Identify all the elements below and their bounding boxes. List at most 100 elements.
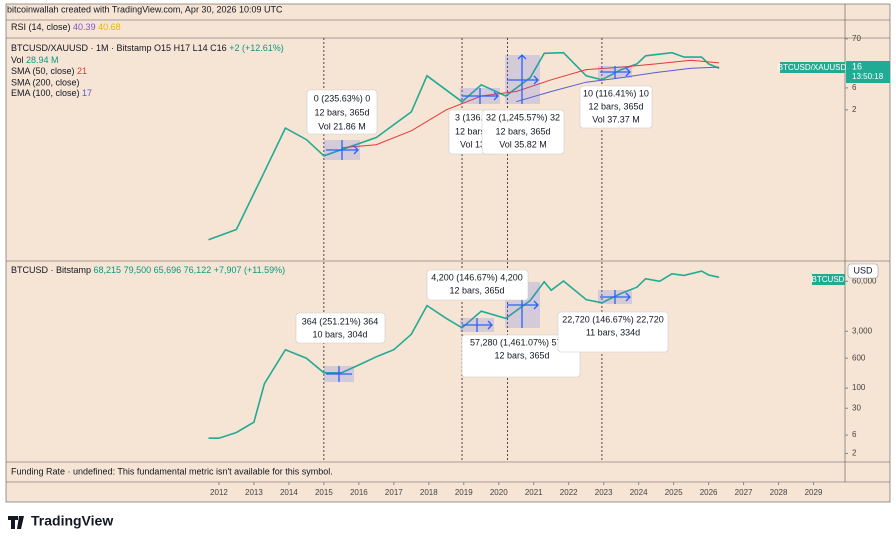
price-badge — [846, 61, 890, 83]
y-tick-label: 3,000 — [852, 326, 873, 335]
currency-button[interactable] — [847, 263, 879, 279]
annotation-text: 10 (116.41%) 10 — [583, 88, 649, 98]
symbol: BTCUSD · Bitstamp — [11, 265, 91, 275]
symbol-badge-text: BTCUSD/XAUUSD — [778, 63, 847, 72]
annotation-text: Vol 35.82 M — [499, 139, 547, 149]
symbol: BTCUSD/XAUUSD · 1M · Bitstamp — [11, 43, 152, 53]
annotation-text: 12 bars, 365d — [494, 350, 549, 360]
last-price: 16 — [852, 61, 862, 71]
chart-frame — [5, 3, 891, 503]
x-tick-label: 2023 — [595, 488, 613, 497]
annotation-text: 22,720 (146.67%) 22,720 — [562, 314, 664, 324]
annotation-box — [557, 311, 669, 353]
price-line — [208, 51, 720, 241]
x-tick-label: 2017 — [385, 488, 403, 497]
range-arrow — [600, 66, 631, 78]
ohlc: 76,122 — [184, 265, 212, 275]
x-tick-label: 2020 — [490, 488, 508, 497]
change: +2 (+12.61%) — [229, 43, 284, 53]
legend: Vol 28.94 M — [11, 55, 59, 65]
indicator: EMA (100, close) — [11, 88, 80, 98]
annotation-text: 0 (235.63%) 0 — [314, 93, 371, 103]
annotation-text: 12 bars — [455, 126, 486, 136]
x-tick-label: 2024 — [630, 488, 648, 497]
range-arrow — [326, 366, 352, 382]
symbol-badge — [812, 274, 845, 285]
y-tick-label: 2 — [852, 105, 857, 114]
x-tick-label: 2016 — [350, 488, 368, 497]
x-tick-label: 2022 — [560, 488, 578, 497]
annotation-text: Vol 21.86 M — [318, 121, 366, 131]
annotation-text: Vol 13 — [460, 139, 485, 149]
y-tick-label: 70 — [852, 34, 861, 43]
rsi-value: 40.39 — [73, 22, 96, 32]
y-tick-label: 100 — [852, 383, 866, 392]
change: +7,907 (+11.59%) — [214, 265, 285, 275]
range-arrow — [462, 318, 493, 332]
range-arrow — [462, 88, 499, 104]
annotation-text: Vol 37.37 M — [592, 114, 640, 124]
annotation-text: 3 (136. — [455, 112, 483, 122]
y-tick-label: 6 — [852, 430, 857, 439]
x-tick-label: 2029 — [805, 488, 823, 497]
y-tick-label: 2 — [852, 449, 857, 458]
annotation-text: 12 bars, 365d — [588, 101, 643, 111]
annotation-text: 12 bars, 365d — [314, 107, 369, 117]
y-tick-label: 6 — [852, 83, 857, 92]
indicator: SMA (200, close) — [11, 77, 80, 87]
x-tick-label: 2025 — [665, 488, 683, 497]
annotation-box — [579, 85, 653, 129]
logo: TradingView — [31, 513, 113, 529]
ohlc: L14 — [193, 43, 208, 53]
x-tick-label: 2019 — [455, 488, 473, 497]
x-tick-label: 2026 — [700, 488, 718, 497]
annotation-text: 12 bars, 365d — [449, 285, 504, 295]
x-tick-label: 2018 — [420, 488, 438, 497]
annotation-text: 12 bars, 365d — [495, 126, 550, 136]
ohlc: O15 — [154, 43, 171, 53]
legend: EMA (100, close) 17 — [11, 88, 92, 98]
annotation-box — [481, 109, 565, 155]
y-tick-label: 60,000 — [852, 276, 877, 285]
annotation-box — [295, 312, 386, 344]
ohlc: 65,696 — [154, 265, 182, 275]
annotation-text: 32 (1,245.57%) 32 — [486, 112, 560, 122]
logo-icon — [8, 516, 24, 529]
legend: BTCUSD · Bitstamp 68,215 79,500 65,696 7… — [11, 265, 285, 275]
annotation-text: 364 (251.21%) 364 — [302, 316, 379, 326]
ohlc: H17 — [174, 43, 191, 53]
annotation-box — [461, 334, 581, 378]
rsi-label: RSI (14, close) — [11, 22, 71, 32]
indicator-value: 21 — [77, 66, 87, 76]
legend: BTCUSD/XAUUSD · 1M · Bitstamp O15 H17 L1… — [11, 43, 284, 53]
x-tick-label: 2027 — [735, 488, 753, 497]
ohlc: C16 — [210, 43, 227, 53]
rsi-value: 40.68 — [98, 22, 121, 32]
currency[interactable]: USD — [853, 265, 873, 275]
annotation-box — [306, 89, 378, 135]
x-tick-label: 2012 — [210, 488, 228, 497]
range-arrow — [600, 290, 631, 304]
annotation-text: 57,280 (1,461.07%) 57, — [470, 337, 564, 347]
annotation-text: 11 bars, 334d — [586, 327, 640, 337]
indicator-value: 17 — [82, 88, 92, 98]
price-line — [208, 270, 720, 439]
legend: SMA (50, close) 21 — [11, 66, 87, 76]
symbol-badge — [780, 62, 845, 73]
measurements — [324, 54, 632, 382]
range-arrow — [326, 140, 359, 160]
volume-value: 28.94 M — [26, 55, 59, 65]
volume-label: Vol — [11, 55, 24, 65]
indicator-line — [341, 59, 720, 149]
ohlc: 68,215 — [94, 265, 122, 275]
annotation-text: 10 bars, 304d — [312, 329, 367, 339]
symbol-badge-text: BTCUSD — [812, 275, 845, 284]
ohlc: 79,500 — [124, 265, 152, 275]
annotation-text: 4,200 (146.67%) 4,200 — [431, 272, 523, 282]
credit: bitcoinwallah created with TradingView.c… — [7, 4, 283, 14]
indicator-line — [516, 66, 720, 103]
x-tick-label: 2015 — [315, 488, 333, 497]
funding-note: Funding Rate · undefined: This fundament… — [11, 466, 333, 476]
